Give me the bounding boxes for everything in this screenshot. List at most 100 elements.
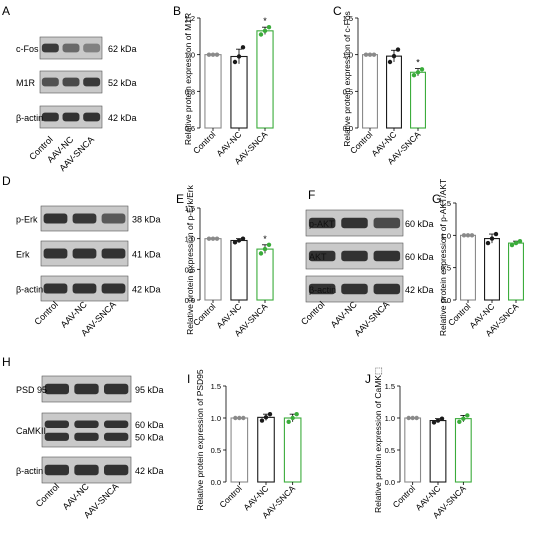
blot-band	[341, 217, 368, 229]
data-point	[485, 240, 491, 246]
kda-label: 41 kDa	[132, 250, 161, 260]
bar	[508, 242, 524, 301]
kda-label: 60 kDa	[135, 420, 164, 430]
kda-label: 60 kDa	[405, 219, 434, 229]
western-blot-panel-f: F 60 kDa 60 kDa 42 kDa p-AKT AKT β-actin Contro…	[299, 188, 434, 338]
blot-band	[72, 283, 97, 294]
protein-label: β-actin	[309, 285, 336, 295]
protein-label: CaMKII	[16, 426, 46, 436]
data-point	[371, 52, 377, 57]
protein-label: β-actin	[16, 285, 43, 295]
data-point	[493, 231, 499, 237]
bar	[410, 71, 426, 129]
bar	[256, 248, 274, 301]
blot-band	[62, 77, 80, 87]
data-point	[214, 52, 220, 57]
data-point	[232, 59, 238, 65]
data-point	[461, 416, 466, 421]
blot-band	[341, 250, 368, 262]
y-tick-label: 1.0	[441, 231, 451, 240]
blot-strip	[41, 412, 132, 448]
blot-band	[74, 383, 99, 395]
kda-label: 62 kDa	[108, 44, 137, 54]
bar	[230, 55, 248, 129]
group-label: Control	[299, 299, 327, 327]
data-point	[439, 416, 445, 421]
data-point	[206, 52, 212, 57]
blot-band	[308, 283, 336, 295]
panel-letter: G	[432, 192, 441, 206]
kda-label: 50 kDa	[135, 432, 164, 442]
bar	[362, 54, 378, 129]
data-point	[214, 236, 220, 241]
bar	[204, 54, 222, 129]
blot-band	[104, 383, 129, 395]
blot-band	[373, 217, 401, 229]
blot-band	[341, 283, 368, 295]
protein-label: AKT	[309, 252, 327, 262]
protein-label: β-actin	[16, 113, 43, 123]
blot-band	[308, 250, 336, 262]
blot-band	[104, 432, 129, 441]
y-tick-label: 1.0	[211, 414, 221, 423]
y-tick-label: 1.5	[441, 199, 451, 208]
y-tick-label: 0.5	[385, 446, 395, 455]
y-tick-label: 1.5	[185, 204, 195, 213]
significance-marker: *	[263, 16, 267, 26]
data-point	[266, 24, 272, 30]
data-point	[465, 233, 471, 238]
bar	[230, 239, 248, 301]
blot-band	[43, 283, 68, 294]
category-label: Control	[191, 129, 218, 156]
y-tick-label: 0.0	[441, 296, 451, 305]
data-point	[395, 47, 401, 52]
protein-label: Erk	[16, 250, 30, 260]
blot-band	[44, 420, 69, 428]
y-tick-label: 0.0	[385, 478, 395, 487]
data-point	[465, 413, 470, 418]
y-tick-label: 0.5	[185, 265, 195, 274]
blot-band	[44, 432, 69, 441]
blot-band	[373, 250, 401, 262]
blot-band	[41, 43, 59, 53]
blot-band	[43, 248, 68, 259]
blot-band	[72, 248, 97, 259]
kda-label: 52 kDa	[108, 78, 137, 88]
data-point	[232, 240, 238, 245]
data-point	[461, 233, 467, 238]
y-tick-label: 0.6	[185, 124, 195, 133]
protein-label: β-actin	[16, 466, 43, 476]
blot-band	[104, 464, 129, 476]
y-tick-label: 1.5	[385, 382, 395, 391]
kda-label: 42 kDa	[405, 285, 434, 295]
bar-chart-panel-i: I Relative protein expression of PSD95 0.0…	[187, 369, 302, 520]
blot-band	[72, 213, 97, 224]
kda-label: 95 kDa	[135, 385, 164, 395]
data-point	[237, 415, 242, 421]
blot-band	[74, 432, 99, 441]
panel-letter: E	[176, 192, 184, 206]
bar	[283, 417, 302, 483]
data-point	[233, 415, 238, 421]
blot-band	[74, 464, 99, 476]
data-point	[431, 420, 437, 425]
y-axis-label: Relative protein expression of M1R	[183, 13, 193, 145]
y-tick-label: 1.0	[343, 51, 353, 60]
y-tick-label: 0.8	[185, 87, 195, 96]
y-tick-label: 1.2	[185, 14, 195, 23]
blot-band	[44, 464, 69, 476]
blot-band	[83, 112, 101, 122]
bar	[386, 55, 402, 129]
data-point	[286, 419, 291, 425]
data-point	[263, 415, 269, 420]
data-point	[411, 73, 417, 78]
data-point	[210, 52, 216, 57]
data-point	[290, 415, 295, 421]
data-point	[513, 240, 519, 246]
significance-marker: *	[416, 58, 420, 68]
protein-label: p-AKT	[309, 219, 335, 229]
